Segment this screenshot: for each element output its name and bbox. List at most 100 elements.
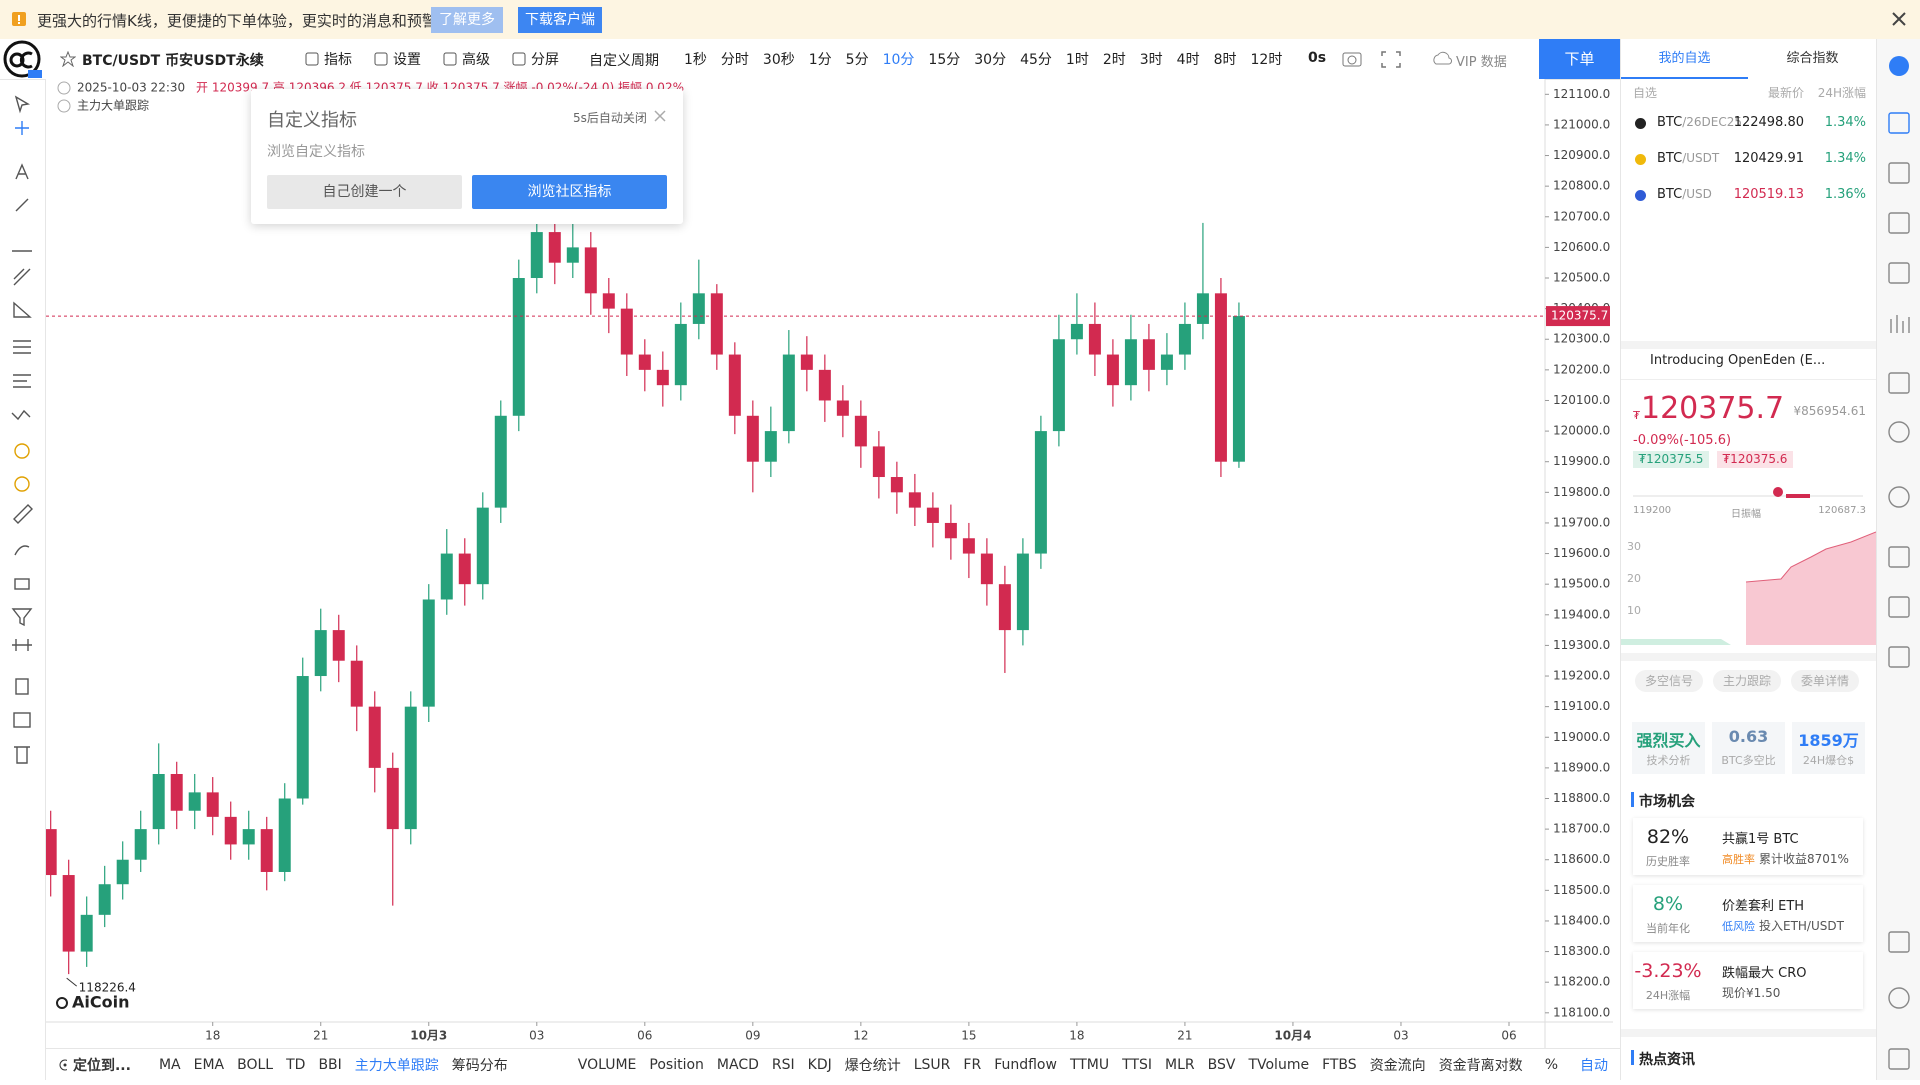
period[interactable]: 1时 bbox=[1065, 52, 1089, 68]
sub-indicator[interactable]: BSV bbox=[1207, 1057, 1236, 1073]
period[interactable]: 10分 bbox=[882, 52, 915, 68]
candle-body bbox=[1088, 323, 1101, 355]
period[interactable]: 4时 bbox=[1176, 52, 1200, 68]
symbol-pair: /26DEC25 bbox=[1682, 115, 1742, 129]
x-tick-label: 18 bbox=[1069, 1029, 1084, 1043]
indicator[interactable]: EMA bbox=[193, 1057, 225, 1073]
indicator[interactable]: 筹码分布 bbox=[451, 1058, 508, 1074]
candle-body bbox=[494, 415, 507, 508]
sub-indicator[interactable]: TVolume bbox=[1248, 1057, 1310, 1073]
tool-icons[interactable] bbox=[1342, 50, 1412, 68]
create-button[interactable]: 自己创建一个 bbox=[267, 175, 462, 209]
vip-data[interactable]: VIP 数据 bbox=[1456, 55, 1507, 70]
sub-indicator[interactable]: RSI bbox=[771, 1057, 795, 1073]
tag[interactable]: 多空信号 bbox=[1635, 670, 1703, 692]
card-title[interactable]: 跌幅最大 CRO bbox=[1722, 966, 1807, 981]
indicator[interactable]: TD bbox=[286, 1057, 306, 1073]
scale-option[interactable]: 自动 bbox=[1580, 1058, 1608, 1074]
tab[interactable]: 综合指数 bbox=[1786, 51, 1839, 66]
stat-label: BTC多空比 bbox=[1721, 754, 1776, 767]
symbol[interactable]: BTC/USD bbox=[1657, 187, 1712, 202]
tab[interactable]: 我的自选 bbox=[1621, 39, 1748, 79]
sub-indicator[interactable]: VOLUME bbox=[577, 1057, 637, 1073]
plot-area bbox=[46, 79, 1545, 1022]
period[interactable]: 15分 bbox=[928, 52, 961, 68]
section-title: 热点资讯 bbox=[1639, 1052, 1695, 1068]
popup-close[interactable] bbox=[654, 110, 666, 122]
sub-indicator[interactable]: LSUR bbox=[913, 1057, 951, 1073]
news[interactable]: Introducing OpenEden (E... bbox=[1650, 353, 1826, 368]
sub-indicator[interactable]: Position bbox=[649, 1057, 704, 1073]
list-header: 最新价 bbox=[1767, 86, 1804, 100]
card-title[interactable]: 价差套利 ETH bbox=[1722, 899, 1805, 914]
tool[interactable]: 设置 bbox=[374, 49, 421, 69]
sub-indicator[interactable]: FTBS bbox=[1322, 1057, 1357, 1073]
period[interactable]: 8时 bbox=[1213, 52, 1237, 68]
popup-title: 自定义指标 bbox=[267, 110, 357, 131]
symbol[interactable]: BTC/26DEC25 bbox=[1657, 115, 1742, 130]
scale-option[interactable]: 对数 bbox=[1494, 1058, 1523, 1074]
toggle-icon[interactable] bbox=[57, 99, 71, 113]
sub-indicator[interactable]: 资金流向 bbox=[1369, 1058, 1426, 1074]
indicator[interactable]: BOLL bbox=[237, 1057, 274, 1073]
period[interactable]: 3时 bbox=[1139, 52, 1163, 68]
sub-indicator[interactable]: Fundflow bbox=[994, 1057, 1057, 1073]
list-header: 24H涨幅 bbox=[1817, 86, 1866, 100]
sub-indicator[interactable]: MACD bbox=[716, 1057, 759, 1073]
period[interactable]: 5分 bbox=[845, 52, 869, 68]
tool[interactable]: 高级 bbox=[443, 49, 490, 69]
symbol[interactable]: BTC/USDT 币安USDT永续 bbox=[82, 53, 264, 69]
indicator[interactable]: BBI bbox=[318, 1057, 342, 1073]
tag[interactable]: 主力跟踪 bbox=[1713, 670, 1781, 692]
candle-body bbox=[152, 774, 165, 830]
y-tick-label: 118200.0 bbox=[1553, 975, 1610, 989]
divider bbox=[1621, 653, 1876, 661]
tool[interactable]: 指标 bbox=[305, 49, 352, 69]
period[interactable]: 45分 bbox=[1020, 52, 1052, 68]
tag[interactable]: 委单详情 bbox=[1791, 670, 1859, 692]
card-desc: 低风险 投入ETH/USDT bbox=[1722, 917, 1844, 934]
sub-indicator[interactable]: FR bbox=[963, 1057, 982, 1073]
sub-indicator[interactable]: TTSI bbox=[1122, 1057, 1153, 1073]
x-tick-label: 03 bbox=[529, 1029, 544, 1043]
learn-more-button[interactable]: 了解更多 bbox=[431, 7, 503, 33]
main-indicators: MA EMA BOLL TD BBI 主力大单跟踪 筹码分布 bbox=[159, 1045, 508, 1085]
y-tick-label: 118400.0 bbox=[1553, 913, 1610, 927]
star-icon[interactable] bbox=[60, 51, 76, 67]
period[interactable]: 30秒 bbox=[762, 52, 795, 68]
side-icons bbox=[1876, 39, 1920, 1080]
divider bbox=[1621, 1029, 1876, 1037]
candle-body bbox=[314, 630, 327, 677]
toggle-icon[interactable] bbox=[57, 81, 71, 95]
period[interactable]: 12时 bbox=[1250, 52, 1283, 68]
candle-body bbox=[278, 798, 291, 872]
scale-options: 对数% 自动 bbox=[1495, 1045, 1608, 1085]
period[interactable]: 30分 bbox=[974, 52, 1007, 68]
price: 120519.13 bbox=[1733, 187, 1804, 202]
tool-icon-shape bbox=[374, 52, 388, 66]
indicator[interactable]: MA bbox=[158, 1057, 181, 1073]
period[interactable]: 1秒 bbox=[684, 52, 707, 68]
sub-indicator[interactable]: KDJ bbox=[807, 1057, 832, 1073]
sub-indicator[interactable]: TTMU bbox=[1069, 1057, 1110, 1073]
period[interactable]: 2时 bbox=[1102, 52, 1126, 68]
sub-indicator[interactable]: MLR bbox=[1165, 1057, 1195, 1073]
locate-button[interactable]: 定位到... bbox=[72, 1058, 131, 1074]
x-tick-label: 10月3 bbox=[410, 1029, 447, 1043]
symbol[interactable]: BTC/USDT bbox=[1657, 151, 1719, 166]
period[interactable]: 分时 bbox=[720, 52, 749, 68]
scale-option[interactable]: % bbox=[1544, 1057, 1558, 1073]
period[interactable]: 1分 bbox=[808, 52, 832, 68]
indicator[interactable]: 主力大单跟踪 bbox=[354, 1058, 439, 1074]
tool[interactable]: 分屏 bbox=[512, 49, 559, 69]
sub-indicator[interactable]: 爆仓统计 bbox=[844, 1058, 901, 1074]
order-button[interactable]: 下单 bbox=[1539, 39, 1620, 79]
download-button[interactable]: 下载客户端 bbox=[518, 7, 602, 33]
custom-period[interactable]: 自定义周期 bbox=[589, 53, 659, 69]
sub-indicator[interactable]: 资金背离 bbox=[1438, 1058, 1495, 1074]
browse-button[interactable]: 浏览社区指标 bbox=[472, 175, 667, 209]
card-title[interactable]: 共赢1号 BTC bbox=[1722, 832, 1799, 847]
close-banner[interactable] bbox=[1892, 12, 1906, 26]
bid-depth bbox=[1621, 639, 1731, 645]
